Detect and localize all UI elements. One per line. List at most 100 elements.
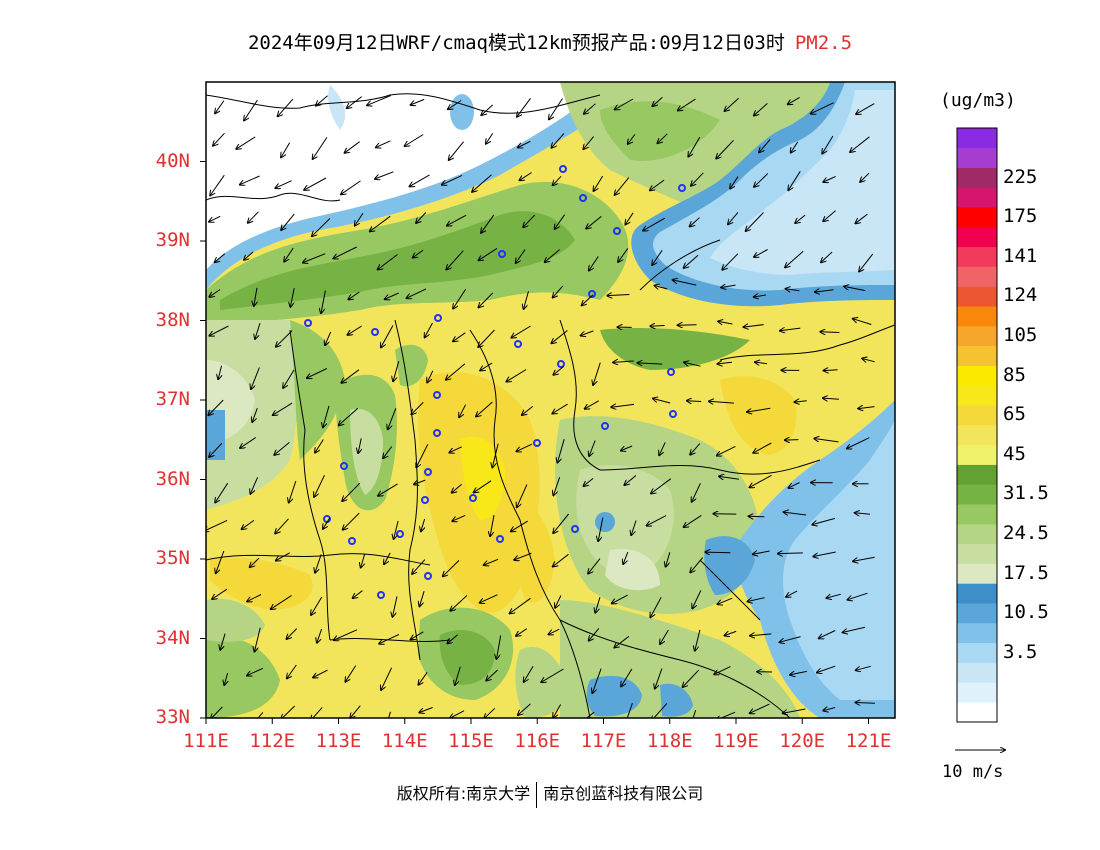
wind-arrow [216,550,225,573]
wind-arrow [345,141,360,153]
wind-arrow [442,174,463,184]
wind-arrow [224,672,227,685]
legend-swatch [957,682,997,703]
wind-arrow [419,707,433,713]
wind-arrow [709,401,734,403]
wind-arrow [844,286,866,292]
wind-arrow [514,552,532,560]
legend-label: 3.5 [1003,640,1038,663]
wind-arrow [315,554,322,572]
legend-label: 141 [1003,244,1038,267]
wind-arrow [621,445,633,451]
wind-arrow [690,443,701,455]
wind-arrow [405,134,424,147]
wind-arrow [341,180,361,194]
wind-arrow [784,512,807,515]
wind-arrow [290,288,295,307]
legend-swatch [957,623,997,644]
wind-arrow [585,400,599,409]
wind-arrow [313,669,328,677]
legend-swatch [957,464,997,485]
lon-label: 114E [381,730,428,752]
lat-label: 38N [155,308,190,331]
wind-arrow [722,253,739,270]
wind-arrow [859,253,874,272]
legend-swatch [957,286,997,307]
wind-arrow [411,98,425,105]
wind-arrow [678,98,696,110]
wind-arrow [718,321,733,324]
wind-arrow [209,215,221,221]
wind-arrow [452,514,466,521]
legend-label: 45 [1003,442,1026,465]
wind-arrow [248,211,259,223]
wind-arrow [754,249,768,258]
wind-arrow [858,407,875,409]
pollutant-label: PM2.5 [794,32,853,54]
wind-arrow [278,98,294,116]
lat-label: 34N [155,626,190,649]
legend-label: 225 [1003,165,1038,188]
wind-arrow [725,97,739,111]
wind-arrow [361,553,366,568]
wind-arrow [822,135,834,154]
wind-arrow [281,142,291,158]
legend-swatch [957,385,997,406]
wind-arrow [588,558,601,574]
wind-arrow [244,251,254,260]
wind-arrow [345,665,357,682]
wind-arrow [208,399,224,415]
wind-arrow [714,666,731,675]
wind-arrow [413,249,424,258]
wind-arrow [254,287,257,306]
legend-swatch [957,405,997,426]
wind-arrow [553,477,561,495]
wind-arrow [666,552,671,566]
wind-arrow [553,553,569,566]
wind-arrow [717,445,736,455]
wind-arrow [718,362,732,364]
wind-arrow [823,708,836,711]
copyright-right: 南京创蓝科技有限公司 [543,784,704,803]
title-text: 2024年09月12日WRF/cmaq模式12km预报产品:09月12日03时 [247,32,785,54]
wind-arrow [553,513,569,533]
wind-arrow [653,399,671,404]
wind-arrow [215,100,225,114]
lon-label: 121E [845,730,892,752]
wind-arrow [478,329,495,347]
wind-arrow [721,285,736,287]
wind-arrow [449,446,463,453]
legend-swatch [957,662,997,683]
wind-arrow [823,210,836,222]
lat-label: 35N [155,547,190,569]
wind-arrow [522,406,534,415]
wind-arrow [549,628,560,634]
wind-arrow [862,359,875,362]
wind-arrow [753,442,772,453]
legend-label: 10.5 [1003,601,1049,624]
legend-label: 31.5 [1003,482,1049,505]
wind-arrow [250,557,260,567]
wind-arrow [690,217,700,227]
wind-arrow [333,246,357,259]
wind-arrow [394,520,399,539]
wind-arrow [692,483,701,501]
wind-arrow [281,213,295,230]
legend-swatch [957,524,997,545]
wind-arrow [856,703,875,704]
wind-arrow [255,322,261,339]
wind-arrow [334,629,358,640]
wind-arrow [651,478,672,494]
legend-swatch [957,246,997,267]
wind-arrow [388,711,391,718]
wind-arrow [459,404,467,418]
concentration-field [206,82,895,718]
wind-arrow [856,213,868,223]
wind-arrow [524,291,529,309]
lon-label: 115E [448,730,494,752]
wind-arrow [252,408,258,422]
wind-arrow [759,139,771,152]
wind-arrow [453,332,466,342]
wind-arrow [381,667,393,690]
wind-arrow [379,634,400,644]
